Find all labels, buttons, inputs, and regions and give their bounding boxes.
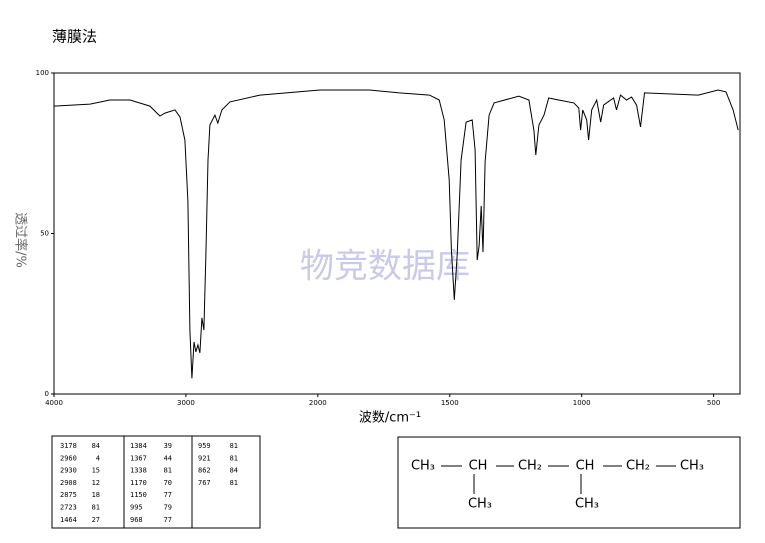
peak-wavenumber: 921 [198,454,211,462]
peak-wavenumber: 995 [130,504,143,512]
peak-wavenumber: 862 [198,467,211,475]
peak-wavenumber: 2908 [60,479,77,487]
chain-group: CH [576,459,595,474]
peak-wavenumber: 1150 [130,491,147,499]
watermark: 物竞数据库 [300,247,470,287]
chain-group: CH₂ [518,459,542,474]
x-tick-label: 500 [707,399,720,407]
peak-wavenumber: 2960 [60,454,77,462]
peak-transmittance: 84 [230,467,238,475]
peak-transmittance: 81 [164,467,172,475]
peak-table-frame [51,435,261,529]
spectrum-line [53,89,739,379]
peak-transmittance: 44 [164,454,172,462]
peak-transmittance: 81 [230,454,238,462]
peak-wavenumber: 1384 [130,442,147,450]
chain-group: CH₃ [411,459,435,474]
peak-wavenumber: 1170 [130,479,147,487]
peak-wavenumber: 3178 [60,442,77,450]
peak-transmittance: 15 [92,467,100,475]
peak-transmittance: 81 [230,479,238,487]
peak-wavenumber: 968 [130,516,143,524]
peak-transmittance: 81 [92,504,100,512]
x-axis-label: 波数/cm⁻¹ [359,411,421,426]
peak-wavenumber: 2723 [60,504,77,512]
x-tick-label: 2000 [309,399,327,407]
x-tick-label: 1500 [441,399,459,407]
peak-transmittance: 27 [92,516,100,524]
plot-frame [53,72,741,395]
y-tick-label: 0 [45,390,49,398]
structure-frame [397,436,741,529]
x-tick-label: 1000 [573,399,591,407]
chain-group: CH [469,459,488,474]
peak-transmittance: 77 [164,491,172,499]
peak-wavenumber: 959 [198,442,211,450]
x-tick-label: 3000 [177,399,195,407]
x-tick-label: 4000 [45,399,63,407]
peak-transmittance: 12 [92,479,100,487]
peak-wavenumber: 1338 [130,467,147,475]
peak-wavenumber: 2875 [60,491,77,499]
peak-transmittance: 18 [92,491,100,499]
peak-transmittance: 39 [164,442,172,450]
peak-wavenumber: 2930 [60,467,77,475]
chain-group: CH₂ [626,459,650,474]
branch-group: CH₃ [575,497,599,512]
peak-transmittance: 70 [164,479,172,487]
y-tick-label: 50 [40,230,49,238]
peak-transmittance: 81 [230,442,238,450]
peak-transmittance: 77 [164,516,172,524]
peak-wavenumber: 767 [198,479,211,487]
peak-wavenumber: 1367 [130,454,147,462]
peak-transmittance: 84 [92,442,100,450]
y-axis-label: 透过率/% [13,212,29,268]
title: 薄膜法 [52,28,97,46]
y-tick-label: 100 [36,69,49,77]
branch-group: CH₃ [468,497,492,512]
peak-wavenumber: 1464 [60,516,77,524]
chain-group: CH₃ [680,459,704,474]
peak-transmittance: 79 [164,504,172,512]
peak-transmittance: 4 [96,454,100,462]
